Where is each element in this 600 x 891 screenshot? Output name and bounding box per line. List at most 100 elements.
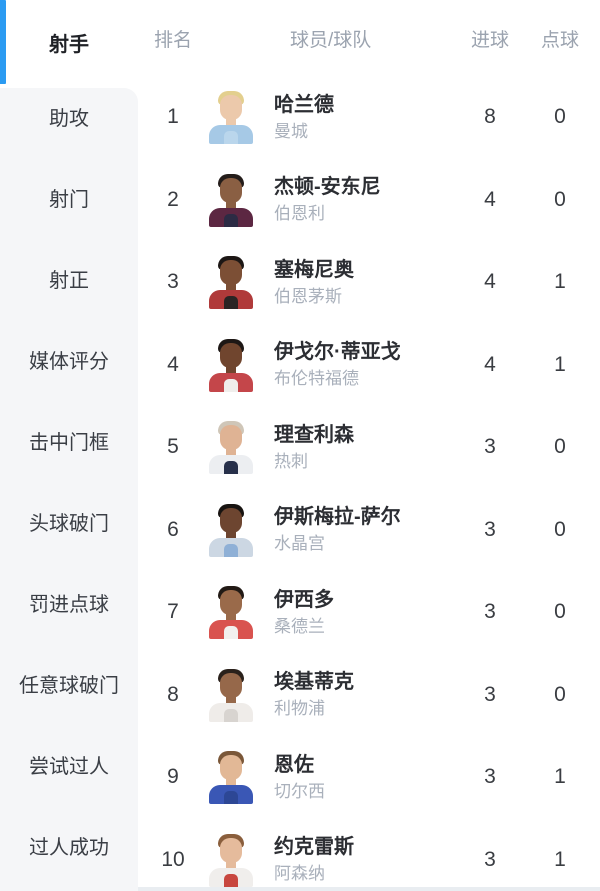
- player-info: 约克雷斯 阿森纳: [254, 835, 470, 884]
- sidebar-item[interactable]: 射正: [0, 238, 138, 319]
- goals-value: 3: [484, 600, 496, 624]
- avatar-face-shape: [220, 672, 242, 698]
- player-name: 伊斯梅拉-萨尔: [274, 506, 401, 529]
- penalties-value: 0: [554, 682, 566, 706]
- goals-value: 4: [484, 352, 496, 376]
- player-team: 曼城: [274, 121, 308, 141]
- sidebar-item-label: 射手: [49, 33, 89, 56]
- table-row[interactable]: 1 哈兰德 曼城 8 0: [138, 76, 600, 159]
- sidebar-item[interactable]: 任意球破门: [0, 643, 138, 724]
- table-row[interactable]: 7 伊西多 桑德兰 3 0: [138, 571, 600, 654]
- player-name: 伊戈尔·蒂亚戈: [274, 341, 401, 364]
- table-row[interactable]: 6 伊斯梅拉-萨尔 水晶宫 3 0: [138, 489, 600, 572]
- sidebar-item[interactable]: 过人成功: [0, 805, 138, 886]
- avatar-face-shape: [220, 755, 242, 781]
- stats-category-sidebar: 射手 助攻 射门 射正 媒体评分: [0, 0, 138, 891]
- sidebar-item-label: 过人成功: [29, 837, 109, 859]
- avatar-neck-shape: [226, 200, 236, 211]
- table-row[interactable]: 9 恩佐 切尔西 3 1: [138, 736, 600, 819]
- player-info: 恩佐 切尔西: [254, 753, 470, 802]
- player-team: 伯恩茅斯: [274, 286, 342, 306]
- avatar-face-shape: [220, 507, 242, 533]
- player-info: 埃基蒂克 利物浦: [254, 670, 470, 719]
- column-header-goals: 进球: [470, 29, 509, 51]
- sidebar-panel-background: [0, 88, 138, 891]
- rank-value: 8: [167, 682, 179, 706]
- column-header-rank: 排名: [153, 29, 192, 51]
- sidebar-item[interactable]: 头球破门: [0, 481, 138, 562]
- sidebar-item[interactable]: 媒体评分: [0, 319, 138, 400]
- goals-value: 4: [484, 187, 496, 211]
- sidebar-item-label: 尝试过人: [29, 756, 109, 778]
- avatar-collar-shape: [224, 791, 238, 805]
- avatar-collar-shape: [224, 873, 238, 887]
- player-team: 利物浦: [274, 699, 325, 719]
- sidebar-item-label: 任意球破门: [19, 675, 119, 697]
- avatar-face-shape: [220, 342, 242, 368]
- sidebar-item-label: 射正: [49, 270, 89, 292]
- penalties-value: 1: [554, 847, 566, 871]
- player-info: 伊戈尔·蒂亚戈 布伦特福德: [254, 340, 470, 389]
- avatar-collar-shape: [224, 213, 238, 227]
- player-info: 塞梅尼奥 伯恩茅斯: [254, 258, 470, 307]
- avatar-face-shape: [220, 590, 242, 616]
- goals-value: 3: [484, 765, 496, 789]
- avatar-neck-shape: [226, 118, 236, 129]
- table-row[interactable]: 5 理查利森 热刺 3 0: [138, 406, 600, 489]
- bottom-divider: [138, 887, 600, 891]
- player-team: 水晶宫: [274, 534, 325, 554]
- goals-value: 3: [484, 517, 496, 541]
- avatar-neck-shape: [226, 448, 236, 459]
- penalties-value: 0: [554, 435, 566, 459]
- rank-value: 10: [161, 847, 185, 871]
- sidebar-item[interactable]: 助攻: [0, 76, 138, 157]
- goals-value: 3: [484, 435, 496, 459]
- player-team: 伯恩利: [274, 204, 325, 224]
- table-row[interactable]: 3 塞梅尼奥 伯恩茅斯 4 1: [138, 241, 600, 324]
- sidebar-item[interactable]: 射门: [0, 157, 138, 238]
- sidebar-item-label: 助攻: [49, 108, 89, 130]
- rank-value: 7: [167, 600, 179, 624]
- table-row[interactable]: 10 约克雷斯 阿森纳 3 1: [138, 819, 600, 891]
- column-header-penalties: 点球: [540, 29, 579, 51]
- table-body: 1 哈兰德 曼城 8 0: [138, 76, 600, 891]
- penalties-value: 0: [554, 105, 566, 129]
- penalties-value: 1: [554, 765, 566, 789]
- table-row[interactable]: 2 杰顿-安东尼 伯恩利 4 0: [138, 159, 600, 242]
- player-name: 约克雷斯: [274, 836, 354, 859]
- penalties-value: 0: [554, 187, 566, 211]
- sidebar-item[interactable]: 尝试过人: [0, 724, 138, 805]
- sidebar-item[interactable]: 罚进点球: [0, 562, 138, 643]
- player-name: 哈兰德: [274, 93, 334, 116]
- player-avatar: [208, 338, 254, 392]
- player-info: 哈兰德 曼城: [254, 93, 470, 142]
- rank-value: 5: [167, 435, 179, 459]
- avatar-collar-shape: [224, 708, 238, 722]
- sidebar-item-label: 媒体评分: [29, 351, 109, 373]
- avatar-neck-shape: [226, 530, 236, 541]
- player-avatar: [208, 750, 254, 805]
- player-avatar: [208, 255, 254, 310]
- rank-value: 3: [167, 270, 179, 294]
- avatar-face-shape: [220, 260, 242, 286]
- avatar-neck-shape: [226, 778, 236, 789]
- table-row[interactable]: 4 伊戈尔·蒂亚戈 布伦特福德 4 1: [138, 324, 600, 407]
- player-team: 热刺: [274, 451, 308, 471]
- avatar-neck-shape: [226, 283, 236, 294]
- player-name: 恩佐: [274, 753, 314, 776]
- sidebar-item-scorers[interactable]: 射手: [0, 0, 138, 84]
- player-team: 切尔西: [274, 781, 325, 801]
- table-row[interactable]: 8 埃基蒂克 利物浦 3 0: [138, 654, 600, 737]
- sidebar-item[interactable]: 击中门框: [0, 400, 138, 481]
- penalties-value: 1: [554, 352, 566, 376]
- penalties-value: 1: [554, 270, 566, 294]
- avatar-face-shape: [220, 177, 242, 203]
- avatar-collar-shape: [224, 296, 238, 310]
- player-team: 阿森纳: [274, 864, 325, 884]
- player-avatar: [208, 668, 254, 722]
- player-info: 伊西多 桑德兰: [254, 588, 470, 637]
- rank-value: 2: [167, 187, 179, 211]
- player-avatar: [208, 90, 254, 145]
- avatar-face-shape: [220, 95, 242, 121]
- player-name: 杰顿-安东尼: [274, 176, 381, 199]
